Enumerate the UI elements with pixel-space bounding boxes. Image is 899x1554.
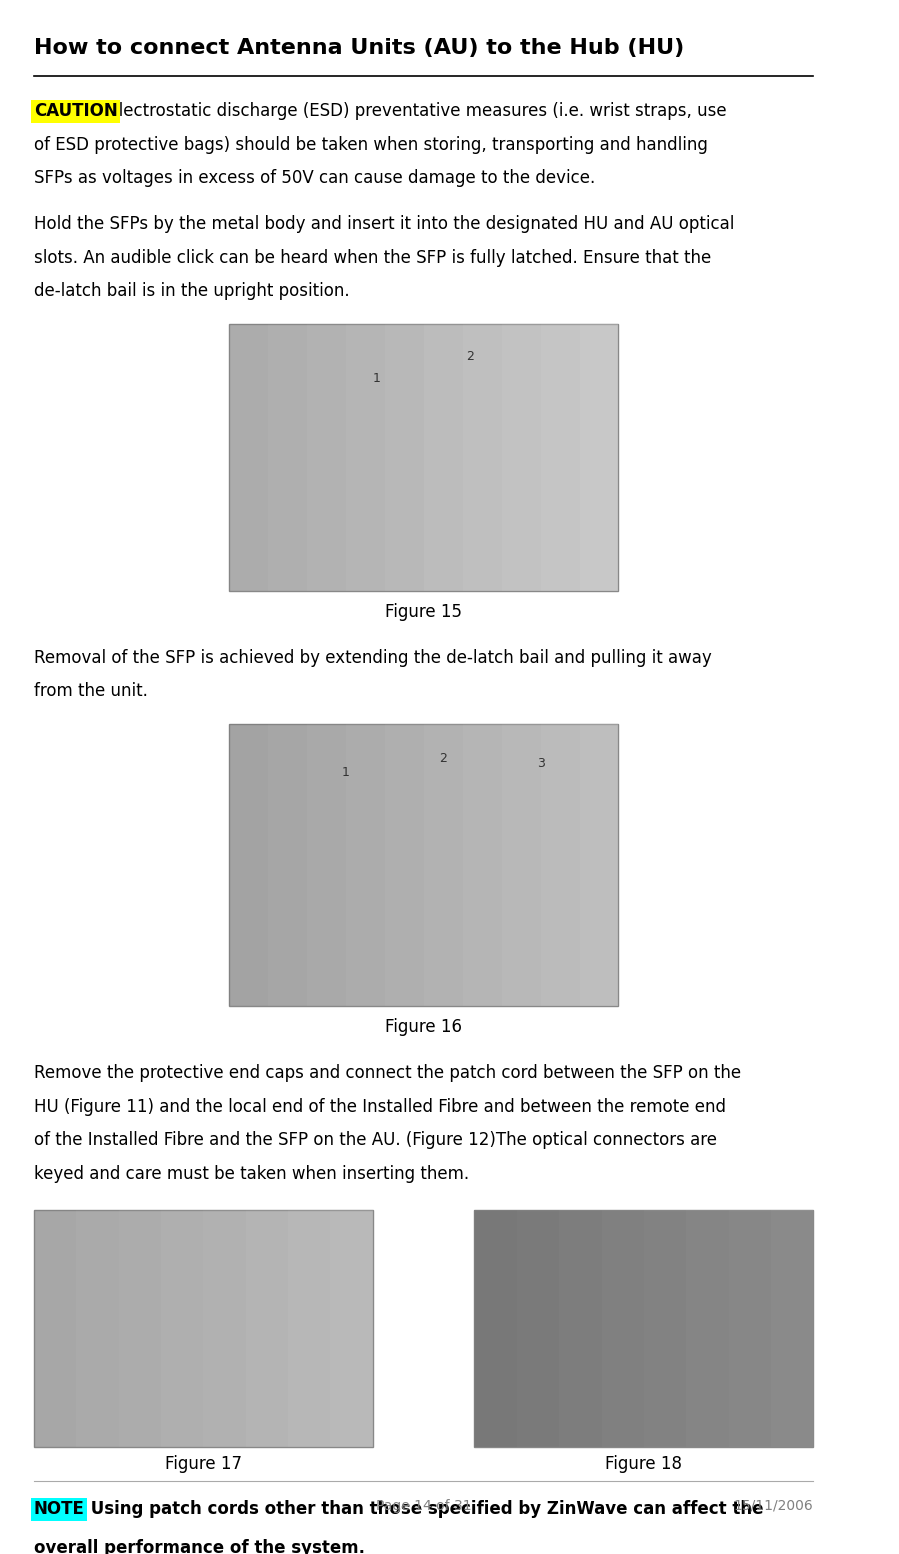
FancyBboxPatch shape xyxy=(34,1211,76,1447)
FancyBboxPatch shape xyxy=(728,1211,771,1447)
FancyBboxPatch shape xyxy=(601,1211,644,1447)
FancyBboxPatch shape xyxy=(161,1211,203,1447)
Text: HU (Figure 11) and the local end of the Installed Fibre and between the remote e: HU (Figure 11) and the local end of the … xyxy=(34,1097,725,1116)
FancyBboxPatch shape xyxy=(331,1211,373,1447)
Text: 1: 1 xyxy=(373,371,381,385)
FancyBboxPatch shape xyxy=(268,724,307,1005)
Text: of ESD protective bags) should be taken when storing, transporting and handling: of ESD protective bags) should be taken … xyxy=(34,135,708,154)
Text: SFPs as voltages in excess of 50V can cause damage to the device.: SFPs as voltages in excess of 50V can ca… xyxy=(34,169,595,188)
Text: NOTE: NOTE xyxy=(34,1501,85,1518)
FancyBboxPatch shape xyxy=(203,1211,245,1447)
Text: How to connect Antenna Units (AU) to the Hub (HU): How to connect Antenna Units (AU) to the… xyxy=(34,39,684,57)
Text: keyed and care must be taken when inserting them.: keyed and care must be taken when insert… xyxy=(34,1164,469,1183)
Text: Figure 18: Figure 18 xyxy=(605,1455,682,1473)
Text: Removal of the SFP is achieved by extending the de-latch bail and pulling it awa: Removal of the SFP is achieved by extend… xyxy=(34,648,712,667)
Text: CAUTION: CAUTION xyxy=(34,103,118,120)
Text: 2: 2 xyxy=(440,752,447,765)
FancyBboxPatch shape xyxy=(307,724,346,1005)
FancyBboxPatch shape xyxy=(580,724,619,1005)
FancyBboxPatch shape xyxy=(423,323,463,591)
Text: Figure 16: Figure 16 xyxy=(385,1018,462,1037)
Text: 2: 2 xyxy=(467,350,475,364)
FancyBboxPatch shape xyxy=(307,323,346,591)
FancyBboxPatch shape xyxy=(245,1211,288,1447)
FancyBboxPatch shape xyxy=(540,724,580,1005)
FancyBboxPatch shape xyxy=(385,323,423,591)
FancyBboxPatch shape xyxy=(228,323,619,591)
FancyBboxPatch shape xyxy=(346,724,385,1005)
Text: slots. An audible click can be heard when the SFP is fully latched. Ensure that : slots. An audible click can be heard whe… xyxy=(34,249,711,267)
FancyBboxPatch shape xyxy=(228,323,268,591)
Text: CAUTION: CAUTION xyxy=(34,103,118,120)
FancyBboxPatch shape xyxy=(463,724,502,1005)
Text: Using patch cords other than those specified by ZinWave can affect the: Using patch cords other than those speci… xyxy=(85,1501,763,1518)
Text: overall performance of the system.: overall performance of the system. xyxy=(34,1538,365,1554)
Text: Hold the SFPs by the metal body and insert it into the designated HU and AU opti: Hold the SFPs by the metal body and inse… xyxy=(34,214,734,233)
FancyBboxPatch shape xyxy=(463,323,502,591)
FancyBboxPatch shape xyxy=(288,1211,331,1447)
Text: 3: 3 xyxy=(537,757,545,771)
Text: Figure 17: Figure 17 xyxy=(165,1455,242,1473)
FancyBboxPatch shape xyxy=(475,1211,814,1447)
FancyBboxPatch shape xyxy=(228,724,268,1005)
FancyBboxPatch shape xyxy=(559,1211,601,1447)
Text: Figure 15: Figure 15 xyxy=(385,603,462,622)
FancyBboxPatch shape xyxy=(540,323,580,591)
FancyBboxPatch shape xyxy=(686,1211,728,1447)
Text: Remove the protective end caps and connect the patch cord between the SFP on the: Remove the protective end caps and conne… xyxy=(34,1064,741,1082)
FancyBboxPatch shape xyxy=(475,1211,517,1447)
FancyBboxPatch shape xyxy=(517,1211,559,1447)
FancyBboxPatch shape xyxy=(644,1211,686,1447)
FancyBboxPatch shape xyxy=(346,323,385,591)
Text: from the unit.: from the unit. xyxy=(34,682,147,701)
FancyBboxPatch shape xyxy=(34,1211,373,1447)
Text: of the Installed Fibre and the SFP on the AU. (Figure 12)The optical connectors : of the Installed Fibre and the SFP on th… xyxy=(34,1131,717,1148)
Text: Page 14 of 31: Page 14 of 31 xyxy=(376,1500,471,1514)
FancyBboxPatch shape xyxy=(423,724,463,1005)
FancyBboxPatch shape xyxy=(268,323,307,591)
Text: de-latch bail is in the upright position.: de-latch bail is in the upright position… xyxy=(34,283,350,300)
Text: 15/11/2006: 15/11/2006 xyxy=(734,1500,814,1514)
Text: CAUTION Electrostatic discharge (ESD) preventative measures (i.e. wrist straps, : CAUTION Electrostatic discharge (ESD) pr… xyxy=(34,103,883,162)
Text: Electrostatic discharge (ESD) preventative measures (i.e. wrist straps, use: Electrostatic discharge (ESD) preventati… xyxy=(103,103,727,120)
FancyBboxPatch shape xyxy=(580,323,619,591)
FancyBboxPatch shape xyxy=(119,1211,161,1447)
FancyBboxPatch shape xyxy=(502,724,540,1005)
FancyBboxPatch shape xyxy=(76,1211,119,1447)
FancyBboxPatch shape xyxy=(771,1211,814,1447)
FancyBboxPatch shape xyxy=(228,724,619,1005)
Text: 1: 1 xyxy=(342,766,350,779)
Text: Issue 3: Issue 3 xyxy=(34,1500,83,1514)
FancyBboxPatch shape xyxy=(385,724,423,1005)
FancyBboxPatch shape xyxy=(502,323,540,591)
